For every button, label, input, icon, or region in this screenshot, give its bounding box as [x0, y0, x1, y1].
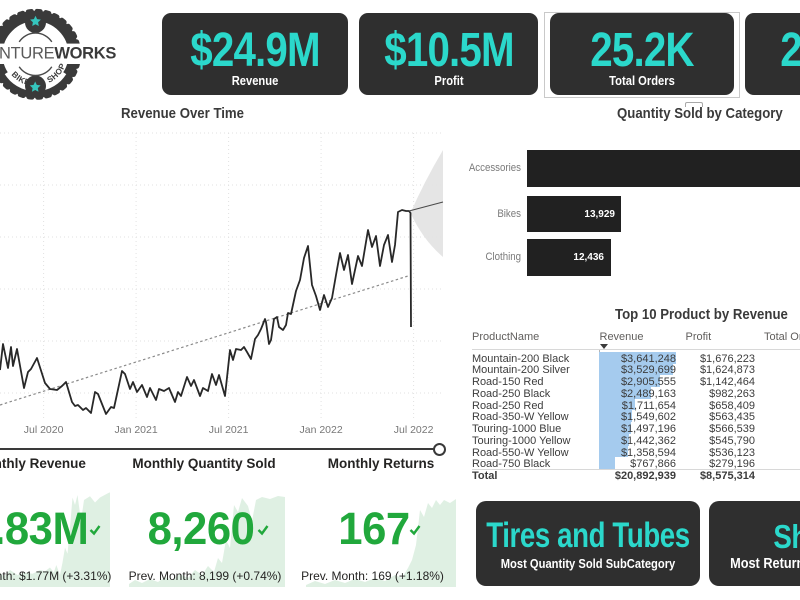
svg-text:NTUREWORKS: NTUREWORKS	[0, 45, 116, 63]
